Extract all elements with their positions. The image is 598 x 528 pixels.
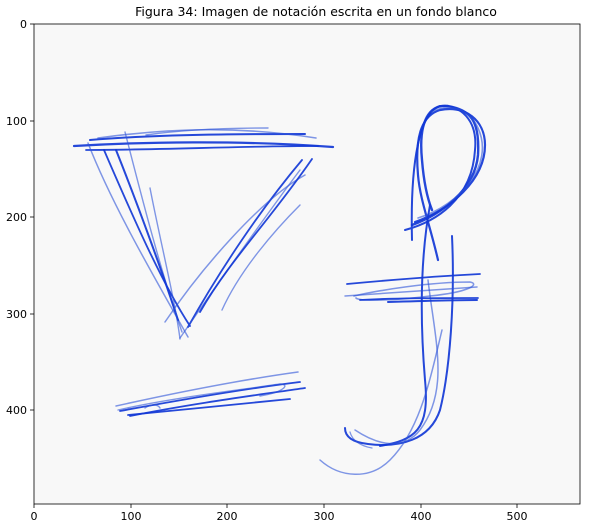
x-tick-label: 400 bbox=[411, 510, 432, 523]
y-axis: 0 100 200 300 400 bbox=[6, 18, 34, 417]
x-tick-label: 300 bbox=[314, 510, 335, 523]
y-tick-label: 100 bbox=[6, 115, 27, 128]
x-tick-label: 500 bbox=[507, 510, 528, 523]
y-tick-label: 200 bbox=[6, 211, 27, 224]
x-axis: 0 100 200 300 400 500 bbox=[31, 504, 528, 523]
figure-title: Figura 34: Imagen de notación escrita en… bbox=[135, 4, 497, 19]
x-tick-label: 100 bbox=[121, 510, 142, 523]
y-tick-label: 400 bbox=[6, 404, 27, 417]
y-tick-label: 0 bbox=[20, 18, 27, 31]
x-tick-label: 0 bbox=[31, 510, 38, 523]
y-tick-label: 300 bbox=[6, 308, 27, 321]
horizontal-scribble-bottom bbox=[115, 371, 306, 417]
image-area bbox=[33, 23, 581, 505]
x-tick-label: 200 bbox=[217, 510, 238, 523]
triangle-symbol bbox=[72, 127, 335, 340]
f-hook-symbol bbox=[319, 104, 487, 475]
